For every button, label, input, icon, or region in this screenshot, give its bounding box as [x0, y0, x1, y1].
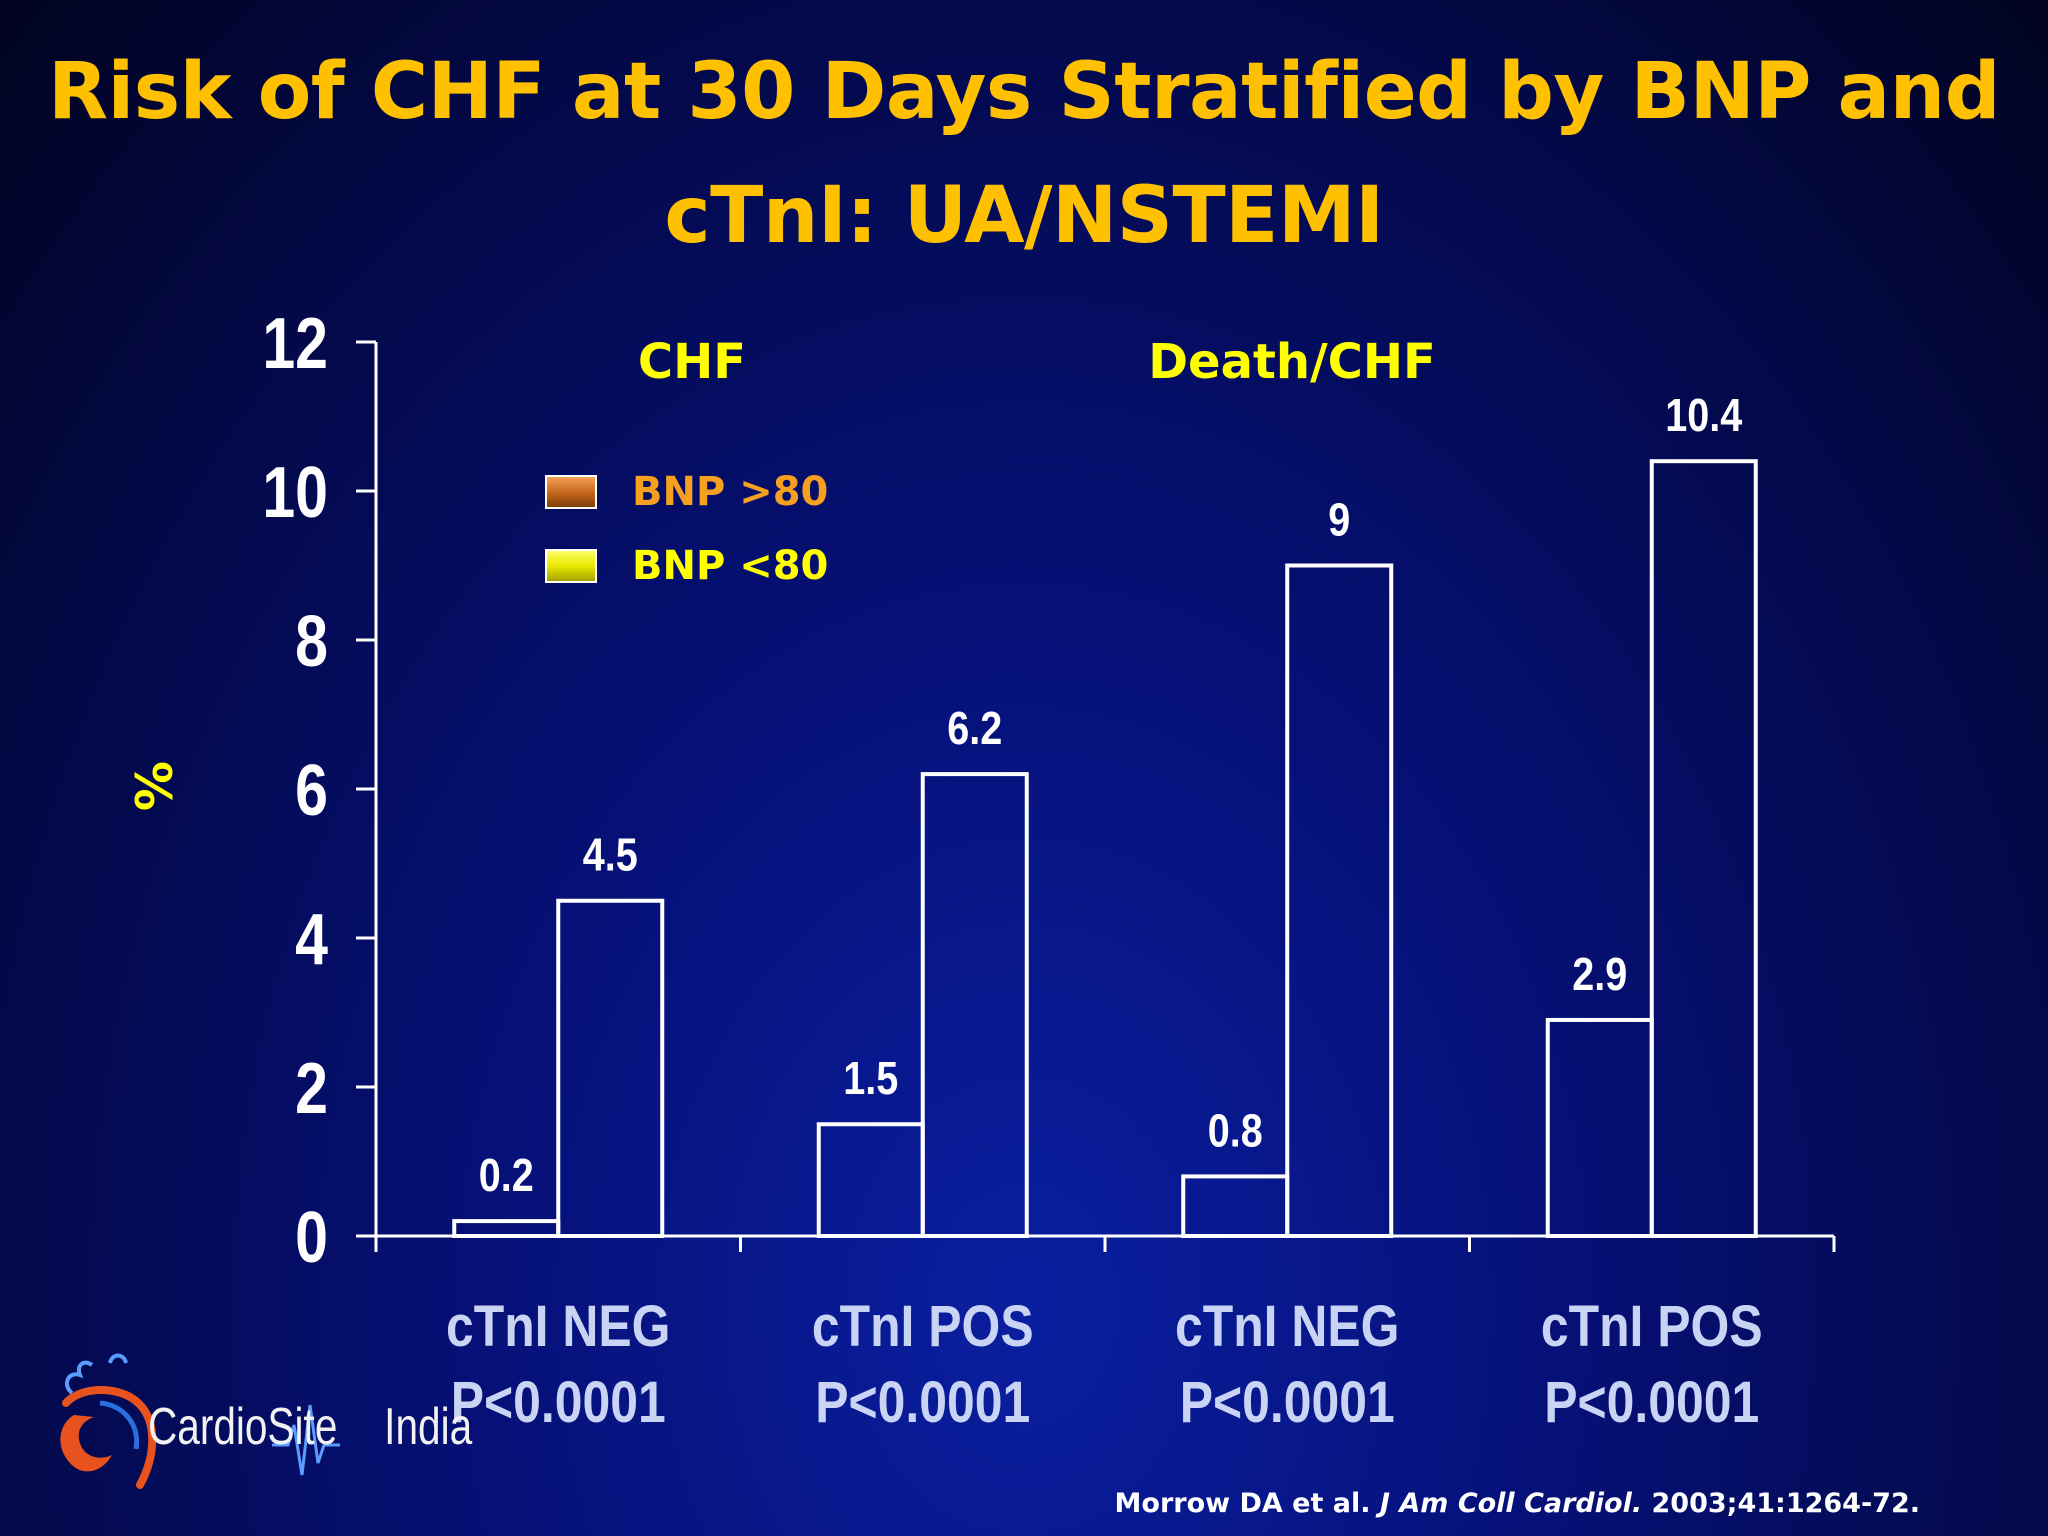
bar: [1285, 563, 1394, 1238]
category-label: cTnI POS: [1541, 1295, 1763, 1359]
data-label: 2.9: [1572, 949, 1627, 1000]
y-tick-label: 8: [295, 600, 328, 681]
y-tick-label: 10: [262, 451, 328, 532]
y-tick-label: 12: [262, 302, 328, 383]
legend-swatch: [545, 475, 597, 509]
bar: [1649, 459, 1758, 1238]
data-label: 9: [1328, 495, 1350, 546]
p-value-label: P<0.0001: [1544, 1371, 1759, 1435]
bar: [556, 898, 665, 1238]
chart-labels: CHF Death/CHF 0.2 4.5 cTnI NEG P<0.0001 1.5 6.2…: [446, 334, 1763, 1435]
title-line-2: cTnI: UA/NSTEMI: [664, 171, 1384, 261]
bar: [816, 1122, 925, 1238]
data-label: 10.4: [1665, 390, 1742, 441]
cardiosite-logo: CardioSite India: [40, 1345, 472, 1505]
bar: [1181, 1174, 1290, 1239]
bar: [920, 772, 1029, 1238]
citation-journal: J Am Coll Cardiol.: [1379, 1488, 1643, 1519]
page-title: Risk of CHF at 30 Days Stratified by BNP…: [0, 30, 2048, 278]
citation-authors: Morrow DA et al.: [1114, 1488, 1371, 1519]
logo-name: CardioSite: [148, 1398, 338, 1456]
title-line-1: Risk of CHF at 30 Days Stratified by BNP…: [47, 47, 2001, 137]
y-tick-label: 4: [295, 898, 328, 979]
p-value-label: P<0.0001: [815, 1371, 1030, 1435]
p-value-label: P<0.0001: [451, 1371, 666, 1435]
citation: Morrow DA et al. J Am Coll Cardiol. 2003…: [1115, 1488, 1920, 1519]
data-label: 6.2: [947, 703, 1002, 754]
heart-logo-icon: [60, 1353, 340, 1489]
logo-text: CardioSite India: [148, 1397, 472, 1457]
data-label: 4.5: [583, 830, 638, 881]
data-label: 1.5: [843, 1054, 898, 1105]
group-label: Death/CHF: [1148, 334, 1436, 390]
citation-ref: 2003;41:1264-72.: [1651, 1488, 1921, 1519]
y-tick-label: 6: [295, 749, 328, 830]
bar: [452, 1219, 561, 1238]
category-label: cTnI NEG: [446, 1295, 670, 1359]
group-label: CHF: [638, 334, 746, 390]
data-label: 0.2: [479, 1150, 534, 1201]
data-label: 0.8: [1208, 1106, 1263, 1157]
legend-swatch: [545, 549, 597, 583]
chart-legend: BNP >80 BNP <80: [545, 469, 828, 589]
chart-bars: [452, 459, 1758, 1239]
y-tick-label: 0: [295, 1196, 328, 1277]
category-label: cTnI NEG: [1175, 1295, 1399, 1359]
y-tick-label: 2: [295, 1047, 328, 1128]
p-value-label: P<0.0001: [1180, 1371, 1395, 1435]
logo-name-2: India: [384, 1398, 473, 1456]
legend-label: BNP <80: [632, 543, 828, 589]
chart-axes: 0 2 4 6 8 10 12%: [126, 302, 1836, 1277]
legend-label: BNP >80: [632, 469, 828, 515]
bar: [1545, 1017, 1654, 1239]
category-label: cTnI POS: [812, 1295, 1034, 1359]
y-axis-label: %: [126, 761, 184, 811]
